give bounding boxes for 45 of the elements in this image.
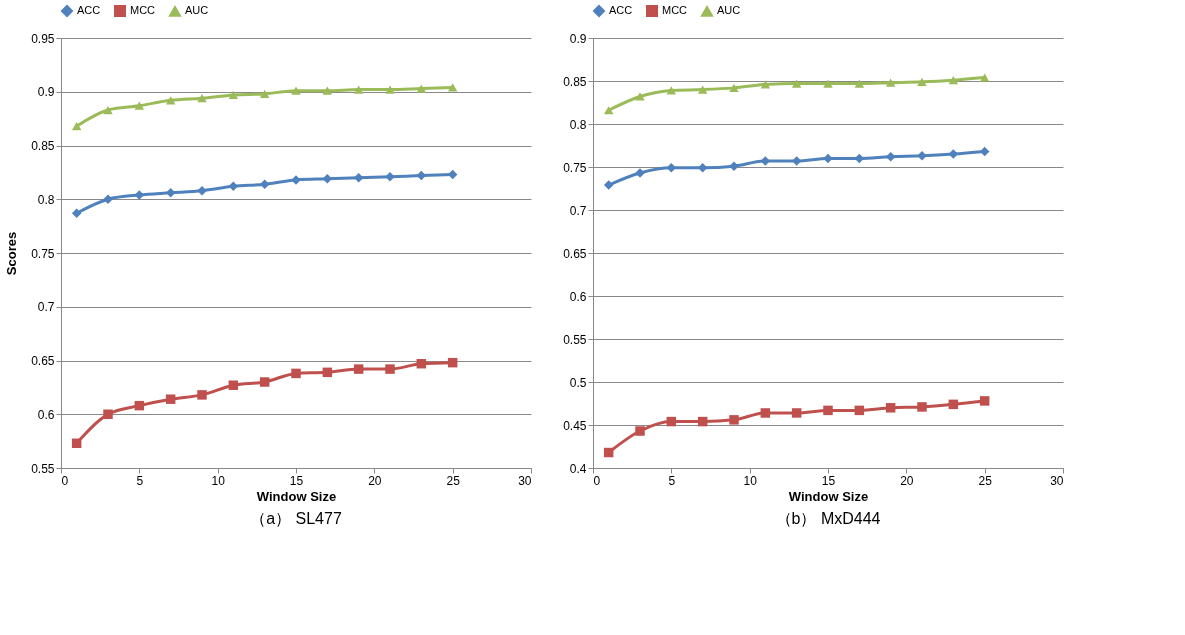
- y-tick-label: 0.65: [31, 354, 55, 368]
- y-tick-label: 0.8: [37, 192, 55, 207]
- y-tick-label: 0.85: [563, 74, 587, 89]
- legend-label: AUC: [185, 4, 209, 17]
- legend-label: AUC: [717, 4, 741, 17]
- x-tick-label: 15: [289, 473, 304, 488]
- x-tick-label: 25: [446, 473, 461, 488]
- x-tick-label: 5: [136, 473, 144, 488]
- y-tick-label: 0.95: [31, 31, 55, 46]
- y-tick-label: 0.4: [569, 461, 587, 476]
- y-tick-label: 0.8: [569, 117, 587, 132]
- x-tick-label: 10: [211, 473, 226, 488]
- x-tick-label: 5: [668, 473, 676, 488]
- y-tick-label: 0.9: [37, 85, 55, 100]
- x-axis-title: Window Size: [256, 488, 337, 504]
- y-tick-label: 0.75: [563, 160, 587, 175]
- y-tick-label: 0.45: [563, 418, 587, 433]
- x-tick-label: 30: [1050, 473, 1064, 488]
- y-tick-label: 0.65: [563, 246, 587, 261]
- x-tick-label: 0: [593, 473, 601, 488]
- y-tick-label: 0.7: [569, 203, 587, 218]
- y-axis-title: Scores: [4, 231, 20, 276]
- legend-label: ACC: [77, 4, 101, 16]
- x-tick-label: 30: [518, 473, 532, 488]
- y-tick-label: 0.9: [569, 31, 587, 46]
- x-tick-label: 20: [900, 473, 914, 488]
- y-tick-label: 0.55: [563, 332, 587, 347]
- y-tick-label: 0.6: [569, 289, 587, 304]
- x-axis-title: Window Size: [788, 488, 869, 504]
- y-tick-label: 0.7: [37, 300, 55, 315]
- x-tick-label: 25: [978, 473, 993, 488]
- x-tick-label: 10: [743, 473, 758, 488]
- x-tick-label: 15: [821, 473, 836, 488]
- x-tick-label: 0: [61, 473, 69, 488]
- y-tick-label: 0.6: [37, 407, 55, 422]
- legend-label: MCC: [662, 4, 688, 16]
- legend-label: MCC: [130, 4, 156, 16]
- y-tick-label: 0.75: [31, 246, 55, 261]
- legend-label: ACC: [609, 4, 633, 16]
- text: （a） SL477: [250, 510, 342, 527]
- y-tick-label: 0.55: [31, 461, 55, 476]
- y-tick-label: 0.5: [569, 375, 587, 390]
- text: （b） MxD444: [775, 510, 881, 527]
- x-tick-label: 20: [368, 473, 382, 488]
- y-tick-label: 0.85: [31, 139, 55, 153]
